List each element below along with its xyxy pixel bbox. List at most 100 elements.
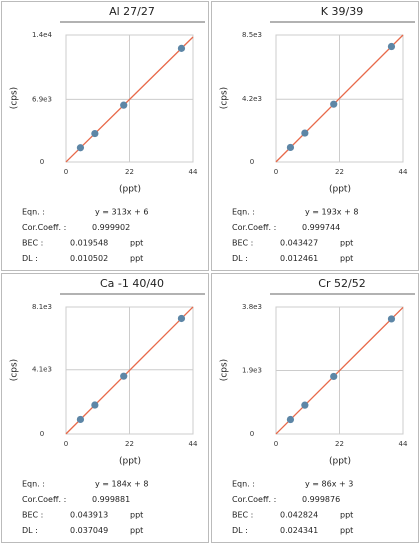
stat-label: Eqn. : [22, 480, 45, 489]
chart-panel: Cr 52/52 0 1.9e3 3.8e3 0 22 44 (ppt) (cps) Eqn. :… [211, 273, 419, 543]
stat-value: 0.043427 [280, 239, 318, 248]
stat-unit: ppt [340, 511, 353, 520]
stat-unit: ppt [340, 254, 353, 263]
data-point [91, 401, 99, 409]
stat-value: 0.999876 [302, 495, 340, 504]
regression-line [275, 306, 404, 435]
y-tick-label: 1.9e3 [242, 367, 262, 375]
stat-value: 0.019548 [70, 239, 108, 248]
stat-value: 0.024341 [280, 526, 318, 535]
data-point [286, 143, 295, 152]
stat-label: BEC : [232, 239, 253, 248]
stat-label: Cor.Coeff. : [232, 495, 276, 504]
stat-label: BEC : [22, 511, 43, 520]
y-axis-label: (cps) [220, 87, 230, 109]
stat-value: 0.042824 [280, 511, 318, 520]
regression-line [65, 306, 194, 435]
y-tick-label: 4.1e3 [32, 366, 52, 374]
stat-value: y = 86x + 3 [305, 480, 353, 489]
y-tick-label: 0 [250, 158, 254, 166]
x-tick-label: 44 [399, 440, 408, 448]
data-point [177, 44, 186, 52]
chart-panel: K 39/39 0 4.2e3 8.5e3 0 22 44 (ppt) (cps) Eqn. : y… [211, 1, 419, 271]
data-point [330, 100, 338, 108]
y-tick-label: 4.2e3 [242, 95, 262, 103]
stat-value: y = 184x + 8 [95, 480, 148, 489]
y-tick-label: 1.4e4 [32, 31, 52, 39]
stat-label: DL : [22, 526, 38, 535]
chart-panel: Al 27/27 0 6.9e3 1.4e4 0 22 44 (ppt) (cps) Eqn. :… [1, 1, 209, 271]
stat-label: DL : [22, 254, 38, 263]
stat-unit: ppt [130, 511, 143, 520]
data-point [286, 415, 295, 424]
regression-line [275, 34, 404, 163]
stat-value: 0.010502 [70, 254, 108, 263]
x-tick-label: 0 [64, 168, 68, 176]
data-point [330, 372, 338, 381]
stat-value: y = 193x + 8 [305, 208, 358, 217]
data-point [177, 314, 186, 323]
data-point [120, 101, 128, 109]
x-tick-label: 44 [189, 168, 198, 176]
stat-value: 0.043913 [70, 511, 108, 520]
stat-label: Cor.Coeff. : [22, 223, 66, 232]
y-axis-label: (cps) [10, 359, 20, 381]
x-tick-label: 22 [335, 168, 344, 176]
chart-title: K 39/39 [321, 5, 363, 18]
data-point [301, 401, 309, 409]
x-tick-label: 44 [189, 440, 198, 448]
stat-label: DL : [232, 526, 248, 535]
x-axis-label: (ppt) [119, 185, 141, 195]
y-tick-label: 8.5e3 [242, 31, 262, 39]
y-tick-label: 0 [250, 430, 254, 438]
panel-border [211, 1, 419, 271]
data-point [91, 129, 99, 138]
chart-title: Cr 52/52 [318, 277, 365, 290]
data-point [387, 315, 396, 323]
stat-value: 0.999881 [92, 495, 130, 504]
y-tick-label: 8.1e3 [32, 303, 52, 311]
stat-unit: ppt [130, 254, 143, 263]
stat-unit: ppt [130, 239, 143, 248]
stat-label: Eqn. : [232, 208, 255, 217]
data-point [387, 42, 396, 51]
stat-unit: ppt [340, 239, 353, 248]
stat-value: 0.037049 [70, 526, 108, 535]
stat-unit: ppt [130, 526, 143, 535]
data-point [301, 129, 309, 137]
stat-label: Cor.Coeff. : [22, 495, 66, 504]
panel-border [211, 273, 419, 543]
panel-border [1, 273, 209, 543]
x-axis-label: (ppt) [119, 457, 141, 467]
x-tick-label: 22 [125, 168, 134, 176]
data-point [76, 144, 85, 152]
panel-border [1, 1, 209, 271]
y-tick-label: 3.8e3 [242, 303, 262, 311]
chart-title: Ca -1 40/40 [100, 277, 164, 290]
chart-title: Al 27/27 [109, 5, 155, 18]
x-tick-label: 0 [274, 440, 278, 448]
stat-label: DL : [232, 254, 248, 263]
regression-line [65, 36, 194, 163]
x-tick-label: 0 [64, 440, 68, 448]
data-point [120, 372, 128, 380]
stat-value: y = 313x + 6 [95, 208, 148, 217]
stat-label: Cor.Coeff. : [232, 223, 276, 232]
x-tick-label: 22 [125, 440, 134, 448]
y-tick-label: 6.9e3 [32, 95, 52, 103]
stat-value: 0.012461 [280, 254, 318, 263]
x-tick-label: 22 [335, 440, 344, 448]
stat-label: Eqn. : [22, 208, 45, 217]
x-tick-label: 44 [399, 168, 408, 176]
stat-unit: ppt [340, 526, 353, 535]
stat-value: 0.999902 [92, 223, 130, 232]
x-axis-label: (ppt) [329, 185, 351, 195]
x-axis-label: (ppt) [329, 457, 351, 467]
x-tick-label: 0 [274, 168, 278, 176]
y-tick-label: 0 [40, 430, 44, 438]
stat-label: Eqn. : [232, 480, 255, 489]
stat-label: BEC : [232, 511, 253, 520]
y-tick-label: 0 [40, 158, 44, 166]
data-point [76, 415, 85, 424]
